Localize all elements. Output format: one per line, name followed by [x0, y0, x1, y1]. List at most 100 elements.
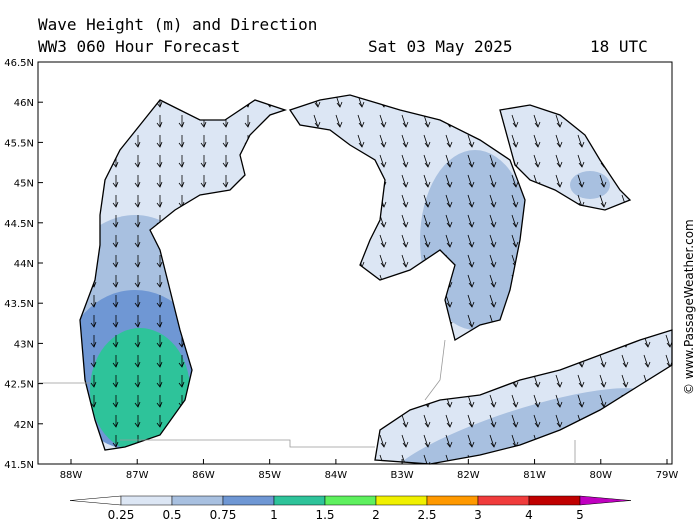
wave-arrow — [379, 434, 387, 448]
wave-arrow — [134, 315, 141, 328]
wave-arrow — [423, 134, 431, 148]
wave-arrow — [445, 214, 453, 228]
wave-arrow — [489, 254, 497, 268]
wave-arrow — [621, 354, 629, 368]
legend-min — [69, 495, 122, 506]
forecast: WW3 060 Hour Forecast — [38, 37, 240, 56]
wave-arrow — [244, 115, 251, 128]
lon-label: 82W — [457, 470, 480, 481]
wave-arrow — [112, 435, 119, 448]
wave-arrow — [445, 434, 453, 448]
legend-swatch — [273, 495, 326, 506]
wave-arrow — [445, 414, 453, 428]
wave-arrow — [401, 174, 409, 188]
wave-arrow — [489, 194, 497, 208]
wave-arrow — [90, 395, 97, 408]
lon-label: 88W — [60, 470, 83, 481]
wave-arrow — [112, 215, 119, 228]
wave-arrow — [401, 154, 409, 168]
wave-arrow — [489, 274, 497, 288]
wave-arrow — [112, 235, 119, 248]
wave-arrow — [423, 114, 431, 128]
legend-label: 0.25 — [108, 508, 135, 522]
wave-arrow — [156, 375, 163, 388]
wave-arrow — [134, 415, 141, 428]
wave-arrow — [489, 154, 497, 168]
wave-arrow — [467, 414, 475, 428]
wave-arrow — [467, 314, 475, 328]
wave-arrow — [599, 374, 607, 388]
wave-arrow — [90, 315, 97, 328]
lat-label: 41.5N — [4, 460, 34, 471]
wave-arrow — [467, 254, 475, 268]
lon-label: 85W — [258, 470, 281, 481]
wave-arrow — [423, 214, 431, 228]
wave-arrow — [379, 234, 387, 248]
wave-arrow — [489, 394, 497, 408]
borders — [38, 339, 576, 464]
wave-arrow — [665, 334, 672, 348]
wave-arrow — [222, 175, 229, 188]
wave-arrow — [533, 134, 541, 148]
wave-arrow — [134, 135, 141, 148]
wave-arrow — [445, 154, 453, 168]
legend-label: 2 — [372, 508, 380, 522]
lon-label: 80W — [589, 470, 612, 481]
wave-arrow — [423, 434, 431, 448]
wave-arrow — [156, 115, 163, 128]
wave-arrow — [401, 234, 409, 248]
wave-arrow — [222, 155, 229, 168]
wave-arrow — [467, 434, 475, 448]
wave-arrow — [112, 395, 119, 408]
wave-arrow — [445, 294, 453, 308]
wave-arrow — [511, 134, 519, 148]
wave-arrow — [489, 174, 497, 188]
wave-arrow — [533, 414, 541, 428]
wave-arrow — [112, 295, 119, 308]
lon-label: 86W — [192, 470, 215, 481]
time: 18 UTC — [590, 37, 648, 56]
wave-arrow — [134, 155, 141, 168]
wave-arrow — [112, 375, 119, 388]
lat-label: 46N — [14, 98, 34, 109]
wave-arrow — [555, 394, 563, 408]
lat-label: 43.5N — [4, 299, 34, 310]
wave-arrow — [401, 134, 409, 148]
legend-max — [579, 495, 632, 506]
wave-arrow — [178, 175, 185, 188]
wave-arrow — [134, 255, 141, 268]
wave-arrow — [577, 174, 585, 188]
wave-arrow — [577, 134, 585, 148]
wave-arrow — [134, 235, 141, 248]
wave-arrow — [555, 374, 563, 388]
wave-arrow — [555, 114, 563, 128]
wave-arrow — [423, 194, 431, 208]
wave-arrow — [511, 414, 519, 428]
wave-arrow — [134, 275, 141, 288]
wave-arrow — [200, 175, 207, 188]
wave-arrow — [178, 115, 185, 128]
color-legend: 0.25 0.5 0.75 1 1.5 2 2.5 3 4 5 — [69, 495, 632, 522]
wave-arrow — [467, 154, 475, 168]
legend-label: 2.5 — [417, 508, 436, 522]
wave-arrow — [313, 114, 321, 128]
wave-arrow — [156, 415, 163, 428]
wave-arrow — [178, 355, 185, 368]
wave-arrow — [643, 354, 651, 368]
wave-arrow — [90, 295, 97, 308]
wave-arrow — [156, 275, 163, 288]
wave-arrow — [401, 114, 409, 128]
lat-label: 43N — [14, 339, 34, 350]
wave-arrow — [445, 234, 453, 248]
wave-arrow — [357, 114, 365, 128]
wave-arrow — [112, 415, 119, 428]
wave-arrow — [134, 295, 141, 308]
wave-arrow — [577, 394, 585, 408]
wave-arrow — [156, 335, 163, 348]
wave-arrow — [156, 135, 163, 148]
wave-arrow — [178, 375, 185, 388]
wave-arrow — [335, 114, 343, 128]
lon-label: 84W — [325, 470, 348, 481]
lat-label: 45.5N — [4, 138, 34, 149]
